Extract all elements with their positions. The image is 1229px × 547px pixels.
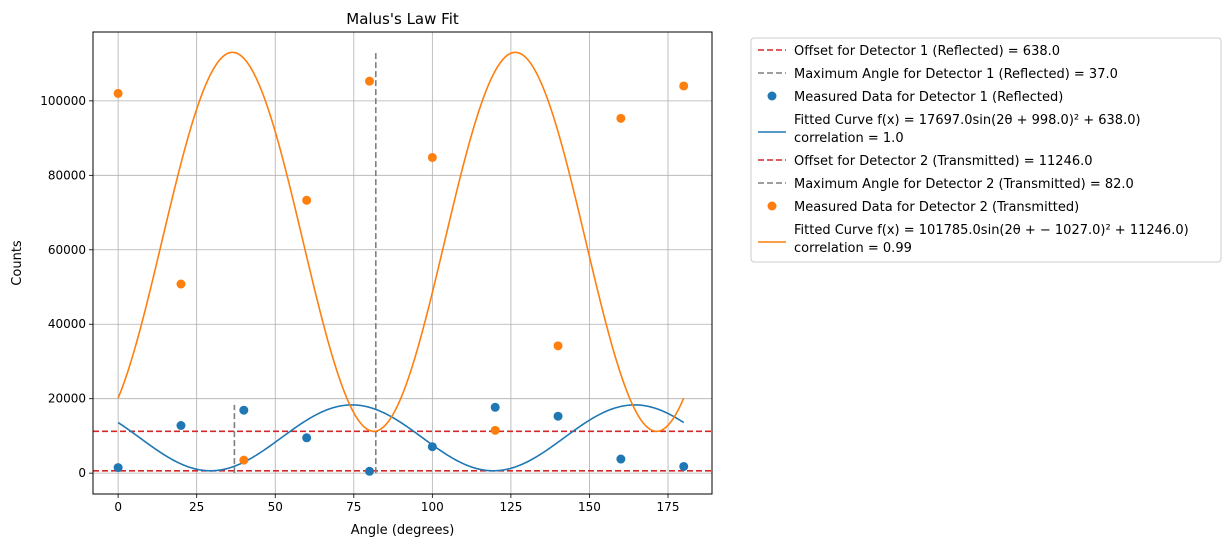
legend-label: Offset for Detector 1 (Reflected) = 638.… xyxy=(794,44,1060,59)
y-tick-label: 40000 xyxy=(48,317,86,331)
y-tick-label: 0 xyxy=(78,466,86,480)
data-point xyxy=(113,463,123,473)
axis-ticks: 0 25 50 75 100 125 150 175 0 20000 40000 60000 80000… xyxy=(40,94,679,514)
legend-label: Measured Data for Detector 1 (Reflected) xyxy=(794,90,1063,105)
legend-label: Fitted Curve f(x) = 17697.0sin(2θ + 998.… xyxy=(794,113,1141,128)
x-axis-label: Angle (degrees) xyxy=(351,523,455,538)
legend-label: Offset for Detector 2 (Transmitted) = 11… xyxy=(794,154,1093,169)
plot-area-frame xyxy=(92,31,713,495)
fit-curve xyxy=(117,404,685,472)
chart-title: Malus's Law Fit xyxy=(346,10,459,28)
legend-label: Fitted Curve f(x) = 101785.0sin(2θ + − 1… xyxy=(794,223,1189,238)
y-axis-label: Counts xyxy=(10,240,25,286)
x-tick-label: 75 xyxy=(346,500,361,514)
x-tick-label: 125 xyxy=(499,500,522,514)
legend-label: Maximum Angle for Detector 2 (Transmitte… xyxy=(794,177,1134,192)
data-point xyxy=(553,411,563,421)
data-point xyxy=(616,113,626,123)
data-point xyxy=(553,341,563,351)
data-point xyxy=(616,454,626,464)
data-points xyxy=(113,76,689,476)
legend-frame xyxy=(750,37,1222,263)
y-tick-label: 20000 xyxy=(48,392,86,406)
data-point xyxy=(239,405,249,415)
data-point xyxy=(427,442,437,452)
data-point xyxy=(490,425,500,435)
x-tick-label: 0 xyxy=(114,500,122,514)
data-point xyxy=(302,433,312,443)
fitted-curves xyxy=(117,51,685,472)
y-tick-label: 100000 xyxy=(40,94,86,108)
data-point xyxy=(365,76,375,86)
legend-swatch xyxy=(767,201,777,211)
data-point xyxy=(176,421,186,431)
x-tick-label: 175 xyxy=(657,500,680,514)
grid xyxy=(93,32,712,494)
legend-label-line2: correlation = 0.99 xyxy=(794,241,912,256)
x-tick-label: 150 xyxy=(578,500,601,514)
data-point xyxy=(239,455,249,465)
x-tick-label: 50 xyxy=(268,500,283,514)
data-point xyxy=(679,81,689,91)
x-tick-label: 25 xyxy=(189,500,204,514)
data-point xyxy=(490,402,500,412)
data-point xyxy=(679,461,689,471)
legend-swatch xyxy=(767,91,777,101)
data-point xyxy=(365,466,375,476)
reference-lines xyxy=(93,52,712,474)
data-point xyxy=(113,88,123,98)
fit-curve xyxy=(117,51,685,433)
data-point xyxy=(176,279,186,289)
legend: Offset for Detector 1 (Reflected) = 638.… xyxy=(750,37,1222,263)
x-tick-label: 100 xyxy=(421,500,444,514)
y-tick-label: 80000 xyxy=(48,168,86,182)
legend-label-line2: correlation = 1.0 xyxy=(794,131,904,146)
data-point xyxy=(302,195,312,205)
legend-label: Measured Data for Detector 2 (Transmitte… xyxy=(794,200,1079,215)
y-tick-label: 60000 xyxy=(48,243,86,257)
legend-label: Maximum Angle for Detector 1 (Reflected)… xyxy=(794,67,1118,82)
data-point xyxy=(427,152,437,162)
